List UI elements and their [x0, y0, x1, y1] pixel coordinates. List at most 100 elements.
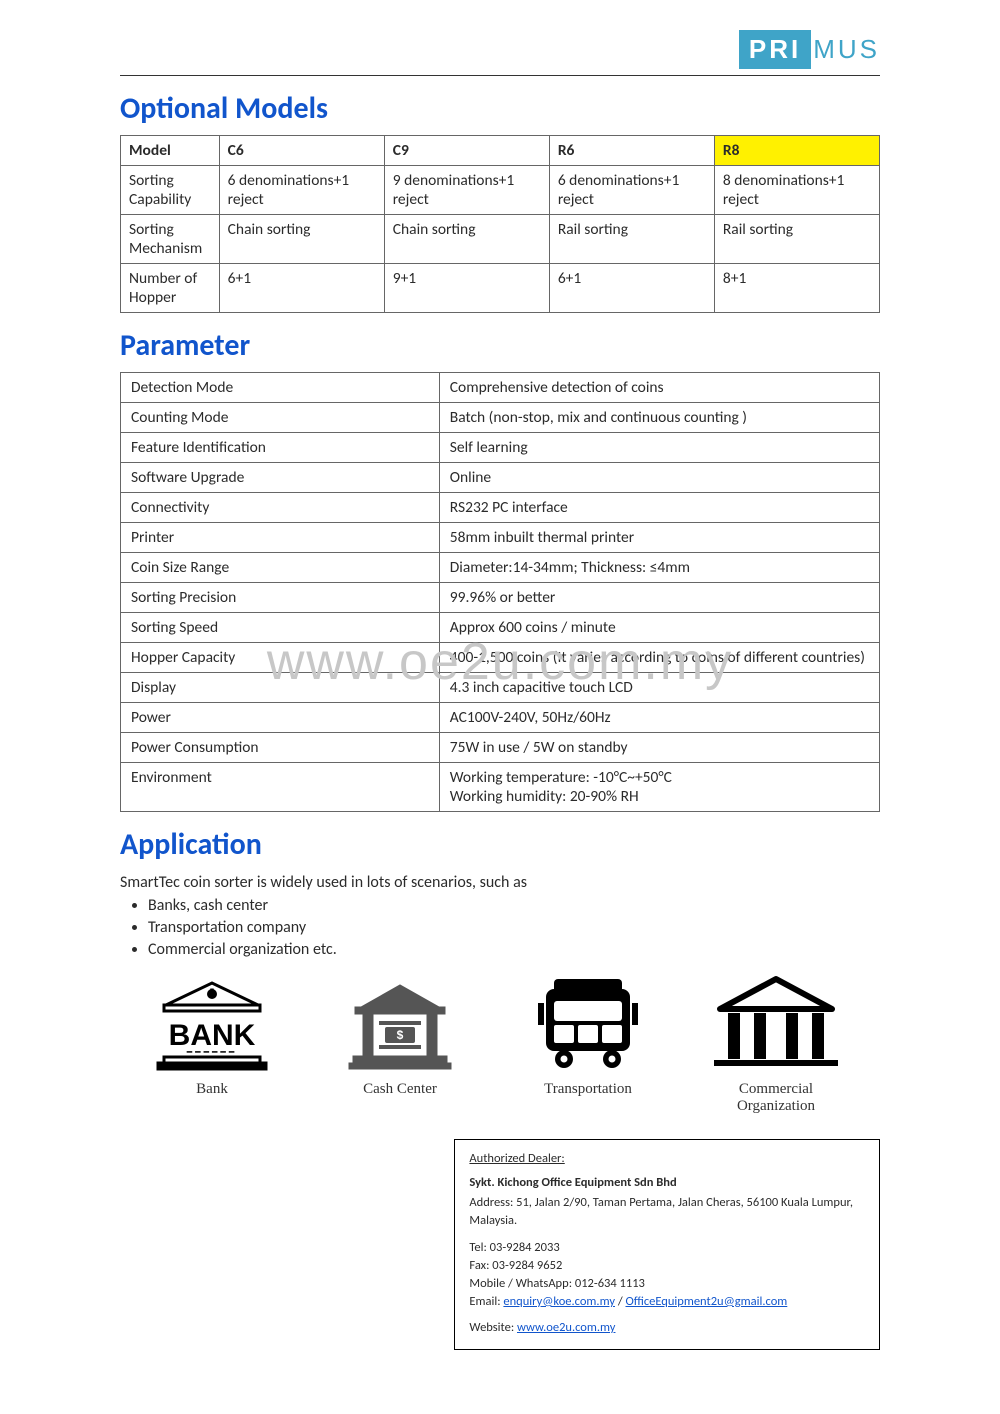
- list-item: Commercial organization etc.: [148, 940, 880, 959]
- section-title-parameter: Parameter: [120, 327, 880, 364]
- application-icons-row: $ BANK ━━━━━━ Bank: [136, 975, 880, 1115]
- table-row: Printer58mm inbuilt thermal printer: [121, 523, 880, 553]
- commercial-org-icon: [706, 975, 846, 1071]
- brand-logo: PRIMUS: [120, 30, 880, 69]
- cell: Rail sorting: [714, 215, 879, 264]
- authorized-dealer-box: Authorized Dealer: Sykt. Kichong Office …: [454, 1139, 880, 1350]
- app-item-bank: $ BANK ━━━━━━ Bank: [136, 975, 288, 1115]
- param-label: Software Upgrade: [121, 463, 440, 493]
- models-col-header: C9: [384, 136, 549, 166]
- dealer-heading: Authorized Dealer:: [469, 1150, 865, 1168]
- cash-center-icon: $: [341, 979, 459, 1071]
- param-value: Comprehensive detection of coins: [439, 373, 879, 403]
- param-value: Diameter:14-34mm; Thickness: ≤4mm: [439, 553, 879, 583]
- param-value: Batch (non-stop, mix and continuous coun…: [439, 403, 879, 433]
- param-label: Counting Mode: [121, 403, 440, 433]
- header-divider: [120, 75, 880, 76]
- cell: 9+1: [384, 264, 549, 313]
- table-row: Sorting MechanismChain sortingChain sort…: [121, 215, 880, 264]
- param-value: RS232 PC interface: [439, 493, 879, 523]
- list-item: Transportation company: [148, 918, 880, 937]
- param-label: Coin Size Range: [121, 553, 440, 583]
- cell: Chain sorting: [384, 215, 549, 264]
- app-label: Commercial Organization: [700, 1081, 852, 1115]
- row-label: Number of Hopper: [121, 264, 220, 313]
- row-label: Sorting Capability: [121, 166, 220, 215]
- table-row: PowerAC100V-240V, 50Hz/60Hz: [121, 703, 880, 733]
- table-row: Sorting SpeedApprox 600 coins / minute: [121, 613, 880, 643]
- param-label: Printer: [121, 523, 440, 553]
- param-label: Connectivity: [121, 493, 440, 523]
- param-value: 400-1,500 coins (It varies according to …: [439, 643, 879, 673]
- app-item-transportation: Transportation: [512, 975, 664, 1115]
- dealer-fax: Fax: 03-9284 9652: [469, 1257, 865, 1275]
- param-label: Hopper Capacity: [121, 643, 440, 673]
- dealer-company: Sykt. Kichong Office Equipment Sdn Bhd: [469, 1174, 865, 1192]
- param-value: Approx 600 coins / minute: [439, 613, 879, 643]
- table-row: EnvironmentWorking temperature: -10°C~+5…: [121, 763, 880, 812]
- svg-text:$: $: [210, 991, 214, 998]
- param-value: Working temperature: -10°C~+50°CWorking …: [439, 763, 879, 812]
- dealer-website-line: Website: www.oe2u.com.my: [469, 1319, 865, 1337]
- app-item-cash-center: $ Cash Center: [324, 975, 476, 1115]
- table-row: Number of Hopper6+19+16+18+1: [121, 264, 880, 313]
- bank-icon: $ BANK ━━━━━━: [148, 979, 276, 1071]
- table-row: Software UpgradeOnline: [121, 463, 880, 493]
- dealer-mobile: Mobile / WhatsApp: 012-634 1113: [469, 1275, 865, 1293]
- transportation-icon: [528, 975, 648, 1071]
- logo-rest-part: MUS: [813, 34, 880, 65]
- models-table: ModelC6C9R6R8 Sorting Capability6 denomi…: [120, 135, 880, 313]
- param-label: Power: [121, 703, 440, 733]
- app-label: Cash Center: [363, 1081, 437, 1098]
- models-col-header: Model: [121, 136, 220, 166]
- param-label: Detection Mode: [121, 373, 440, 403]
- section-title-application: Application: [120, 826, 880, 863]
- param-label: Display: [121, 673, 440, 703]
- param-label: Environment: [121, 763, 440, 812]
- table-row: Sorting Capability6 denominations+1 reje…: [121, 166, 880, 215]
- svg-text:━━━━━━: ━━━━━━: [186, 1047, 238, 1057]
- cell: 6+1: [219, 264, 384, 313]
- application-bullets: Banks, cash center Transportation company…: [148, 896, 880, 959]
- models-col-header: R6: [549, 136, 714, 166]
- table-row: Feature IdentificationSelf learning: [121, 433, 880, 463]
- dealer-tel: Tel: 03-9284 2033: [469, 1239, 865, 1257]
- section-title-models: Optional Models: [120, 90, 880, 127]
- app-label: Bank: [196, 1081, 228, 1098]
- list-item: Banks, cash center: [148, 896, 880, 915]
- row-label: Sorting Mechanism: [121, 215, 220, 264]
- table-row: Display4.3 inch capacitive touch LCD: [121, 673, 880, 703]
- param-value: 75W in use / 5W on standby: [439, 733, 879, 763]
- param-label: Feature Identification: [121, 433, 440, 463]
- param-value: AC100V-240V, 50Hz/60Hz: [439, 703, 879, 733]
- param-value: 4.3 inch capacitive touch LCD: [439, 673, 879, 703]
- param-label: Power Consumption: [121, 733, 440, 763]
- app-label: Transportation: [544, 1081, 632, 1098]
- param-value: 99.96% or better: [439, 583, 879, 613]
- dealer-email-1[interactable]: enquiry@koe.com.my: [503, 1294, 615, 1309]
- cell: 8 denominations+1 reject: [714, 166, 879, 215]
- models-col-header: R8: [714, 136, 879, 166]
- dealer-email-line: Email: enquiry@koe.com.my / OfficeEquipm…: [469, 1293, 865, 1311]
- table-row: ConnectivityRS232 PC interface: [121, 493, 880, 523]
- svg-text:$: $: [397, 1028, 404, 1042]
- cell: 6+1: [549, 264, 714, 313]
- dealer-website-link[interactable]: www.oe2u.com.my: [517, 1320, 615, 1335]
- table-row: Hopper Capacity400-1,500 coins (It varie…: [121, 643, 880, 673]
- app-item-commercial: Commercial Organization: [700, 975, 852, 1115]
- cell: 6 denominations+1 reject: [219, 166, 384, 215]
- models-col-header: C6: [219, 136, 384, 166]
- cell: Chain sorting: [219, 215, 384, 264]
- cell: 9 denominations+1 reject: [384, 166, 549, 215]
- table-row: Sorting Precision99.96% or better: [121, 583, 880, 613]
- param-value: Self learning: [439, 433, 879, 463]
- param-value: 58mm inbuilt thermal printer: [439, 523, 879, 553]
- table-row: Power Consumption75W in use / 5W on stan…: [121, 733, 880, 763]
- param-label: Sorting Speed: [121, 613, 440, 643]
- table-row: Counting ModeBatch (non-stop, mix and co…: [121, 403, 880, 433]
- cell: 8+1: [714, 264, 879, 313]
- application-intro: SmartTec coin sorter is widely used in l…: [120, 873, 880, 892]
- cell: Rail sorting: [549, 215, 714, 264]
- dealer-email-2[interactable]: OfficeEquipment2u@gmail.com: [625, 1294, 787, 1309]
- dealer-address: Address: 51, Jalan 2/90, Taman Pertama, …: [469, 1194, 865, 1230]
